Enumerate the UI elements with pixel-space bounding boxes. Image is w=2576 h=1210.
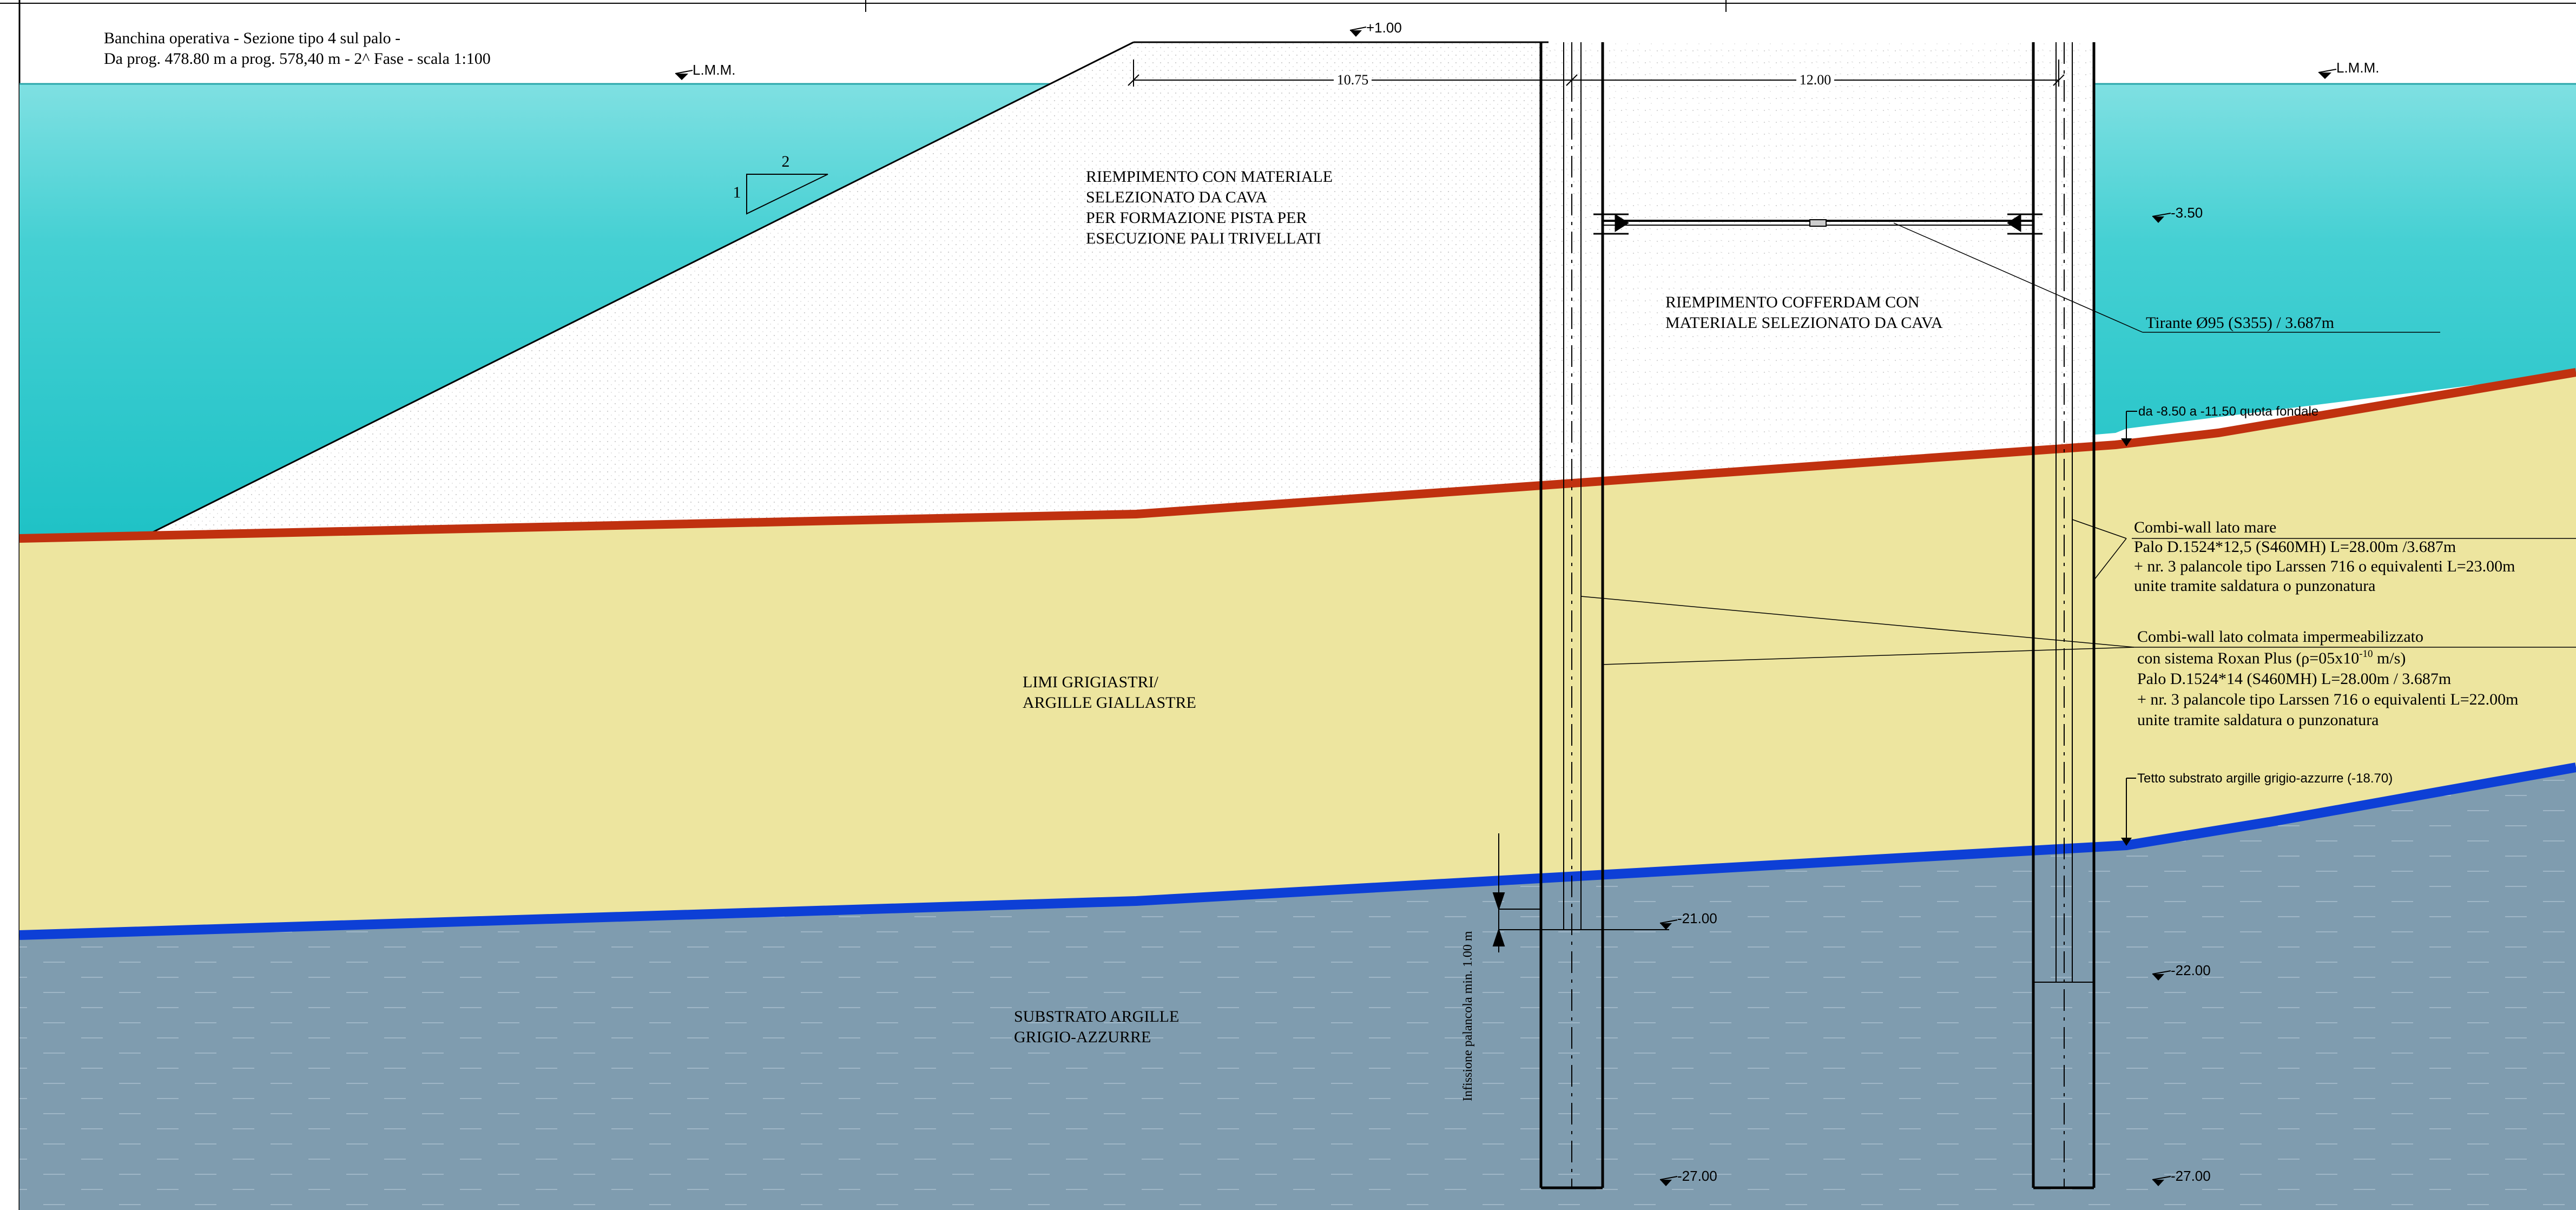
svg-text:+ nr. 3 palancole tipo Larssen: + nr. 3 palancole tipo Larssen 716 o equ… [2134,557,2515,575]
elevation-pile-right-toe-label: -27.00 [2171,1168,2211,1184]
svg-text:RIEMPIMENTO COFFERDAM CON: RIEMPIMENTO COFFERDAM CON [1665,293,1920,311]
elevation-top: +1.00 [1349,19,1402,37]
cofferdam-fill [1549,42,2094,487]
zone-label-silt: LIMI GRIGIASTRI/ ARGILLE GIALLASTRE [1023,673,1196,712]
svg-text:con sistema Roxan Plus (ρ=05x1: con sistema Roxan Plus (ρ=05x10-10 m/s) [2137,648,2406,667]
seabed-line [19,368,2576,543]
callout-seabed: da -8.50 a -11.50 quota fondale [2121,404,2318,446]
callout-tie-rod-text: Tirante Ø95 (S355) / 3.687m [2146,314,2334,332]
callout-seabed-text: da -8.50 a -11.50 quota fondale [2138,404,2318,419]
svg-text:ARGILLE GIALLASTRE: ARGILLE GIALLASTRE [1023,694,1196,712]
dimension-line [1128,60,2065,87]
svg-text:PER FORMAZIONE PISTA PER: PER FORMAZIONE PISTA PER [1086,209,1307,227]
silt-layer [19,372,2576,935]
tie-rod [1593,213,2043,235]
zone-label-fill-embankment: RIEMPIMENTO CON MATERIALE SELEZIONATO DA… [1086,168,1333,247]
slope-horizontal: 2 [782,153,790,170]
svg-text:unite tramite saldatura o punz: unite tramite saldatura o punzonatura [2137,711,2379,729]
svg-text:Palo D.1524*14 (S460MH) L=28.0: Palo D.1524*14 (S460MH) L=28.00m / 3.687… [2137,670,2451,688]
lmm-label-right: L.M.M. [2336,60,2379,76]
svg-text:+ nr. 3 palancole tipo Larssen: + nr. 3 palancole tipo Larssen 716 o equ… [2137,691,2519,708]
slope-vertical: 1 [733,183,741,201]
elevation-cofferdam-toe: -21.00 [1581,910,1717,930]
svg-text:MATERIALE SELEZIONATO DA CAVA: MATERIALE SELEZIONATO DA CAVA [1665,314,1943,332]
callout-tie-rod: Tirante Ø95 (S355) / 3.687m [1893,222,2440,333]
lmm-marker-left: L.M.M. [675,62,735,80]
svg-text:SUBSTRATO ARGILLE: SUBSTRATO ARGILLE [1014,1008,1179,1025]
callout-substrate-top-text: Tetto substrato argille grigio-azzurre (… [2137,771,2393,786]
svg-text:Combi-wall lato mare: Combi-wall lato mare [2134,518,2276,536]
lmm-marker-right: L.M.M. [2318,60,2379,79]
svg-text:LIMI GRIGIASTRI/: LIMI GRIGIASTRI/ [1023,673,1158,691]
drawing-title: Banchina operativa - Sezione tipo 4 sul … [104,29,400,47]
elevation-pile-right-toe: -27.00 [2152,1168,2211,1186]
svg-text:RIEMPIMENTO CON MATERIALE: RIEMPIMENTO CON MATERIALE [1086,168,1333,186]
callout-combi-sea: Combi-wall lato mare Palo D.1524*12,5 (S… [2072,518,2576,595]
elevation-tie-rod: -3.50 [2152,205,2203,223]
svg-text:Palo D.1524*12,5 (S460MH) L=28: Palo D.1524*12,5 (S460MH) L=28.00m /3.68… [2134,538,2456,556]
clay-substrate [19,767,2576,1210]
svg-text:Combi-wall lato colmata imperm: Combi-wall lato colmata impermeabilizzat… [2137,628,2423,646]
slope-indicator: 2 1 [733,153,828,215]
svg-text:ESECUZIONE PALI TRIVELLATI: ESECUZIONE PALI TRIVELLATI [1086,229,1321,247]
elevation-top-label: +1.00 [1366,19,1402,36]
elevation-pile-left-toe: -27.00 [1659,1168,1717,1186]
elevation-sheet-right-toe: -22.00 [2152,962,2211,981]
svg-text:SELEZIONATO DA CAVA: SELEZIONATO DA CAVA [1086,188,1267,206]
embedment-label: Infissione palancola min. 1.00 m [1461,931,1475,1101]
elevation-cofferdam-toe-label: -21.00 [1677,910,1717,926]
dimension-right: 12.00 [1800,72,1831,88]
elevation-pile-left-toe-label: -27.00 [1677,1168,1717,1184]
lmm-label-left: L.M.M. [693,62,735,78]
elevation-sheet-right-toe-label: -22.00 [2171,962,2211,978]
zone-label-cofferdam: RIEMPIMENTO COFFERDAM CON MATERIALE SELE… [1665,293,1943,332]
dimension-left: 10.75 [1337,72,1369,88]
svg-text:GRIGIO-AZZURRE: GRIGIO-AZZURRE [1014,1028,1151,1046]
elevation-tie-rod-label: -3.50 [2171,205,2203,221]
fill-embankment [143,41,1549,538]
callout-substrate-top: Tetto substrato argille grigio-azzurre (… [2121,771,2393,846]
drawing-subtitle: Da prog. 478.80 m a prog. 578,40 m - 2^ … [104,50,491,68]
zone-label-substrate: SUBSTRATO ARGILLE GRIGIO-AZZURRE [1014,1008,1179,1046]
callout-combi-land: Combi-wall lato colmata impermeabilizzat… [1580,596,2576,729]
embedment-dimension [1492,833,1564,952]
svg-text:unite tramite saldatura o punz: unite tramite saldatura o punzonatura [2134,577,2376,595]
